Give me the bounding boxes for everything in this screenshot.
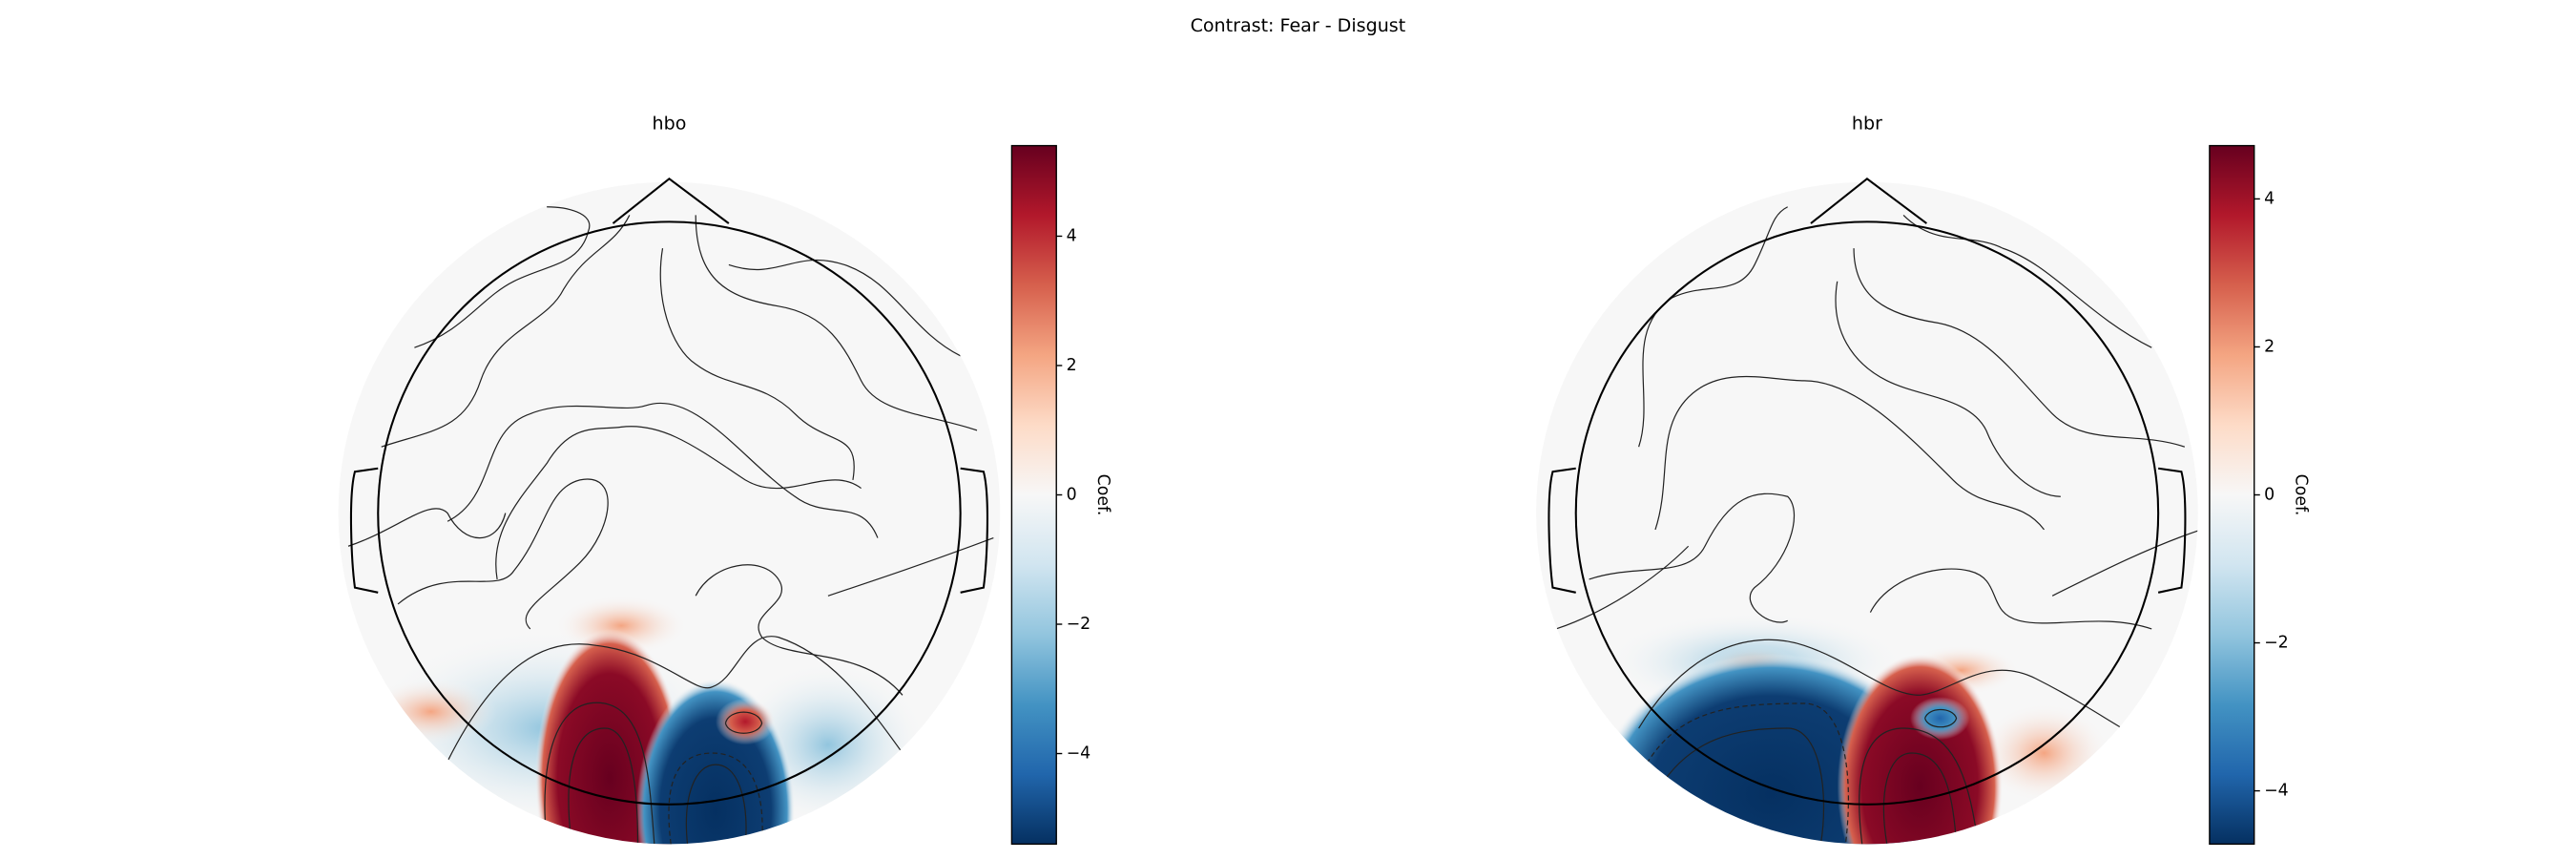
colorbar-tick-label: 0 xyxy=(1067,485,1077,504)
colorbar-tick-label: 2 xyxy=(1067,356,1077,375)
colorbar xyxy=(2209,144,2255,846)
topomap-hbr xyxy=(1536,177,2198,845)
colorbar-tick-label: 4 xyxy=(2264,189,2275,208)
colorbar xyxy=(1010,144,1057,846)
colorbar-tick-label: −4 xyxy=(1067,744,1091,764)
topomap-hbo xyxy=(338,177,1001,845)
colorbar-tick-label: 0 xyxy=(2264,485,2275,504)
panel-title: hbr xyxy=(1852,114,1882,135)
colorbar-tick-label: −4 xyxy=(2264,782,2289,801)
figure-title: Contrast: Fear - Disgust xyxy=(1191,15,1406,36)
panel-title: hbo xyxy=(653,114,687,135)
colorbar-tick-label: 4 xyxy=(1067,226,1077,245)
colorbar-tick-label: 2 xyxy=(2264,337,2275,356)
colorbar-tick-label: −2 xyxy=(1067,615,1091,634)
colorbar-tick-label: −2 xyxy=(2264,634,2289,653)
colorbar-label: Coef. xyxy=(2291,474,2310,516)
colorbar-label: Coef. xyxy=(1093,474,1112,516)
